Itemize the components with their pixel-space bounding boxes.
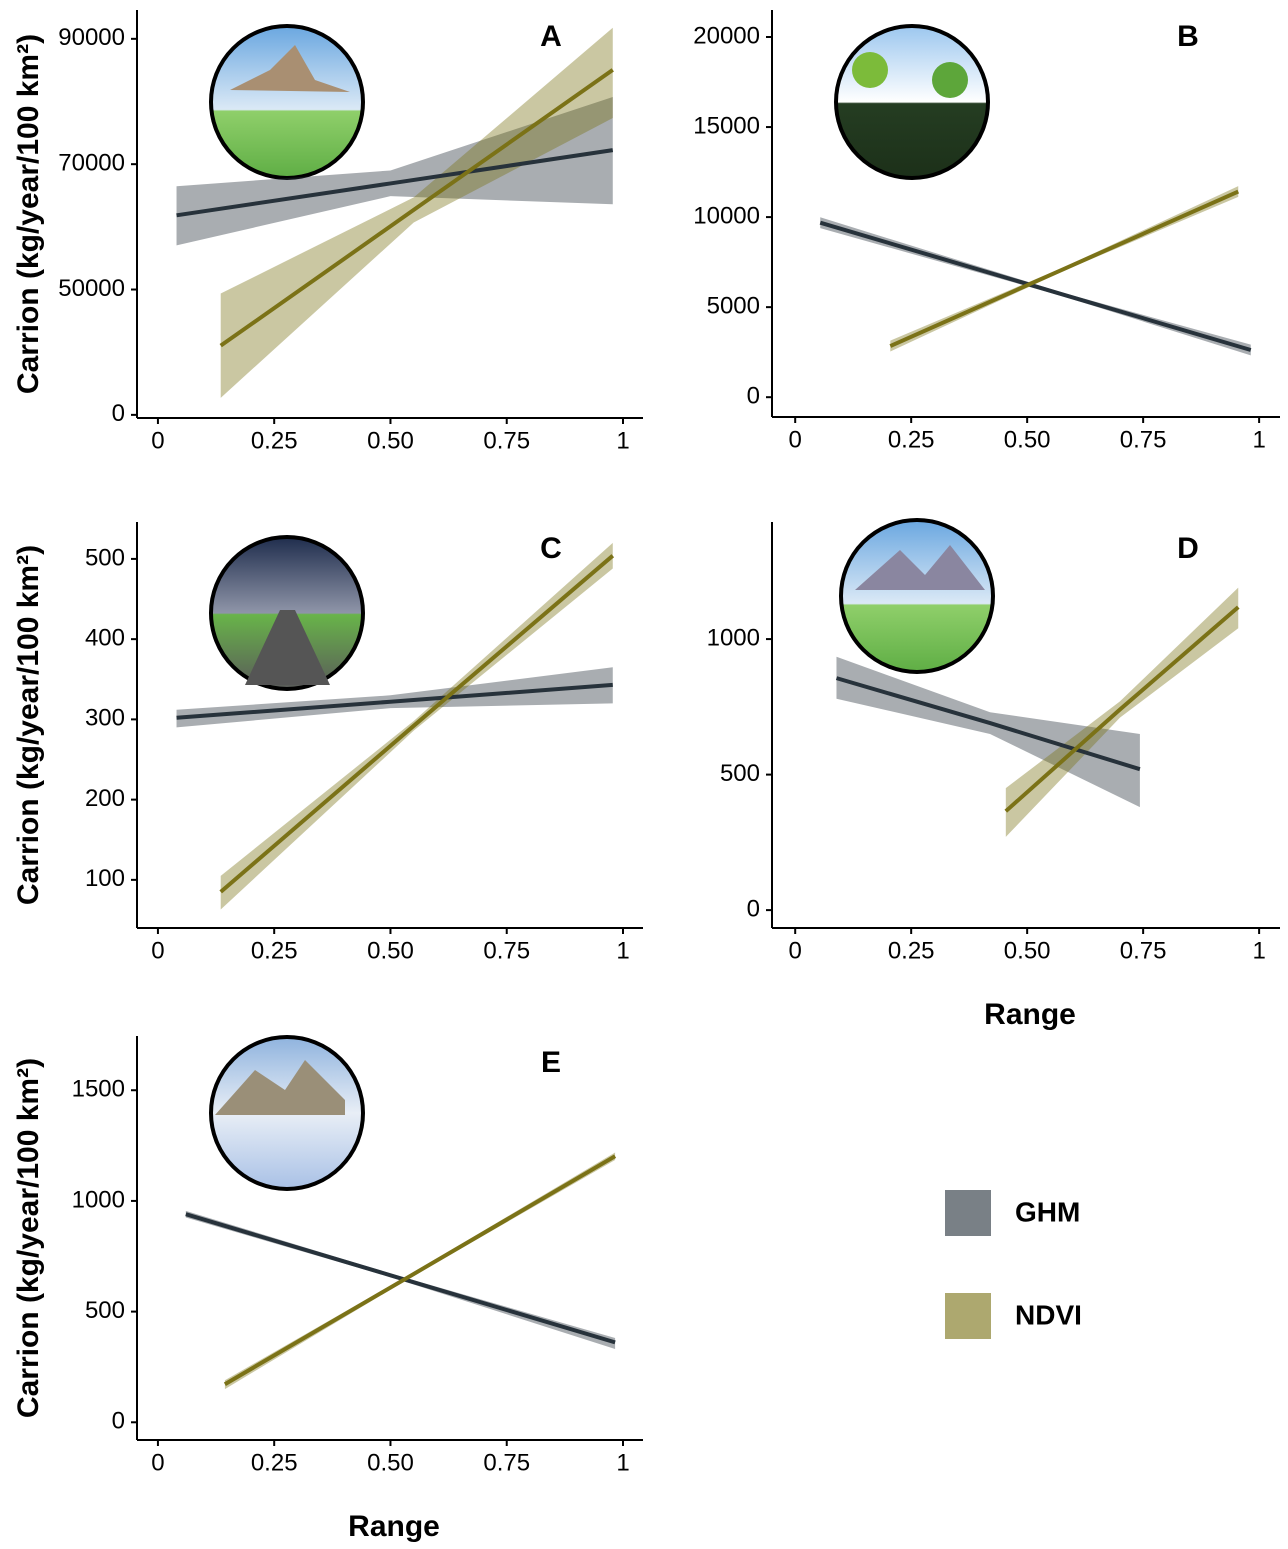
- x-tick-label: 0.50: [367, 937, 414, 964]
- x-tick-label: 0.75: [483, 427, 530, 454]
- x-tick-label: 0.75: [483, 937, 530, 964]
- y-axis-title: Carrion (kg/year/100 km²): [12, 545, 45, 905]
- y-tick-label: 0: [112, 1408, 125, 1435]
- icon-pasture: [209, 24, 365, 180]
- x-tick-label: 0.25: [251, 937, 298, 964]
- y-tick-label: 1000: [707, 624, 760, 651]
- icon-road-surface: [245, 610, 330, 685]
- y-tick-label: 50000: [58, 275, 125, 302]
- trend-line: [176, 682, 613, 720]
- legend-label: GHM: [1015, 1196, 1080, 1227]
- x-tick-label: 0.50: [1004, 426, 1051, 453]
- panel-label: A: [540, 20, 562, 53]
- x-tick-label: 0.50: [367, 427, 414, 454]
- x-tick-label: 0.25: [888, 937, 935, 964]
- panel-label: B: [1177, 20, 1199, 53]
- trend-line: [889, 189, 1240, 348]
- panel-label: D: [1177, 532, 1199, 565]
- icon-mountain: [855, 545, 985, 590]
- x-axis-title: Range: [984, 998, 1076, 1031]
- x-tick-label: 1: [616, 1449, 629, 1476]
- x-tick-label: 0.50: [1004, 937, 1051, 964]
- trend-line: [835, 676, 1141, 772]
- y-tick-label: 1500: [72, 1076, 125, 1103]
- icon-tree: [932, 62, 968, 98]
- panel-label: E: [541, 1046, 561, 1079]
- y-tick-label: 5000: [707, 292, 760, 319]
- x-tick-label: 0.25: [251, 1449, 298, 1476]
- x-tick-label: 1: [616, 427, 629, 454]
- legend-swatch: [945, 1293, 991, 1339]
- confidence-band: [836, 656, 1140, 808]
- y-axis-title: Carrion (kg/year/100 km²): [12, 34, 45, 394]
- x-tick-label: 1: [1252, 937, 1265, 964]
- panel-label: C: [540, 532, 562, 565]
- legend-label: NDVI: [1015, 1299, 1082, 1330]
- trend-line: [185, 1212, 616, 1345]
- x-tick-label: 0: [789, 937, 802, 964]
- x-axis-title: Range: [348, 1510, 440, 1543]
- x-tick-label: 0: [151, 937, 164, 964]
- icon-tree: [852, 52, 888, 88]
- icon-forest: [834, 24, 990, 180]
- y-tick-label: 0: [112, 400, 125, 427]
- y-tick-label: 20000: [693, 22, 760, 49]
- y-tick-label: 400: [85, 624, 125, 651]
- trend-line: [219, 68, 614, 348]
- y-tick-label: 0: [747, 895, 760, 922]
- y-tick-label: 500: [720, 760, 760, 787]
- legend: GHM NDVI: [945, 1190, 1082, 1339]
- trend-line: [1004, 605, 1240, 813]
- x-tick-label: 0.25: [888, 426, 935, 453]
- x-tick-label: 0.50: [367, 1449, 414, 1476]
- x-tick-label: 1: [1252, 426, 1265, 453]
- y-tick-label: 500: [85, 544, 125, 571]
- trend-line: [819, 220, 1252, 352]
- confidence-band: [1005, 587, 1239, 837]
- x-tick-label: 0: [789, 426, 802, 453]
- x-tick-label: 0.25: [251, 427, 298, 454]
- legend-swatch: [945, 1190, 991, 1236]
- y-tick-label: 100: [85, 865, 125, 892]
- y-tick-label: 500: [85, 1297, 125, 1324]
- y-tick-label: 200: [85, 785, 125, 812]
- trend-line: [176, 148, 614, 218]
- y-tick-label: 0: [747, 383, 760, 410]
- confidence-band: [220, 27, 613, 398]
- y-tick-label: 90000: [58, 24, 125, 51]
- confidence-band: [176, 96, 613, 246]
- y-tick-label: 300: [85, 705, 125, 732]
- x-tick-label: 0: [151, 427, 164, 454]
- x-tick-label: 0.75: [1120, 426, 1167, 453]
- confidence-band: [176, 667, 613, 728]
- y-tick-label: 10000: [693, 202, 760, 229]
- icon-mountain: [215, 1060, 345, 1115]
- x-tick-label: 1: [616, 937, 629, 964]
- y-tick-label: 1000: [72, 1186, 125, 1213]
- x-tick-label: 0.75: [483, 1449, 530, 1476]
- illustrations: [209, 24, 995, 1191]
- icon-mountain: [230, 45, 350, 92]
- y-axis-title: Carrion (kg/year/100 km²): [12, 1058, 45, 1418]
- y-tick-label: 15000: [693, 112, 760, 139]
- confidence-band: [220, 542, 613, 910]
- trend-line: [223, 1154, 617, 1386]
- x-tick-label: 0.75: [1120, 937, 1167, 964]
- trend-line: [219, 554, 615, 894]
- icon-meadow: [839, 518, 995, 674]
- x-tick-label: 0: [151, 1449, 164, 1476]
- y-tick-label: 70000: [58, 150, 125, 177]
